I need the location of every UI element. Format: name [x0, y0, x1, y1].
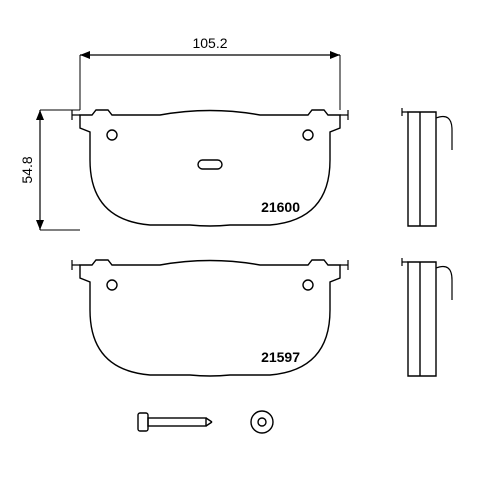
hardware: [138, 411, 273, 433]
upper-pad-front: 21600: [72, 110, 348, 226]
side-view: [402, 108, 452, 376]
upper-part-number: 21600: [261, 199, 300, 215]
width-value: 105.2: [192, 35, 227, 51]
lower-pad-front: 21597: [72, 260, 348, 376]
technical-drawing: 105.2 54.8 21600 21597: [0, 0, 500, 500]
height-value: 54.8: [19, 156, 35, 183]
lower-part-number: 21597: [261, 349, 300, 365]
dimension-width: 105.2: [80, 35, 340, 110]
bolt-icon: [138, 413, 212, 431]
dimension-height: 54.8: [19, 110, 80, 230]
washer-icon: [251, 411, 273, 433]
